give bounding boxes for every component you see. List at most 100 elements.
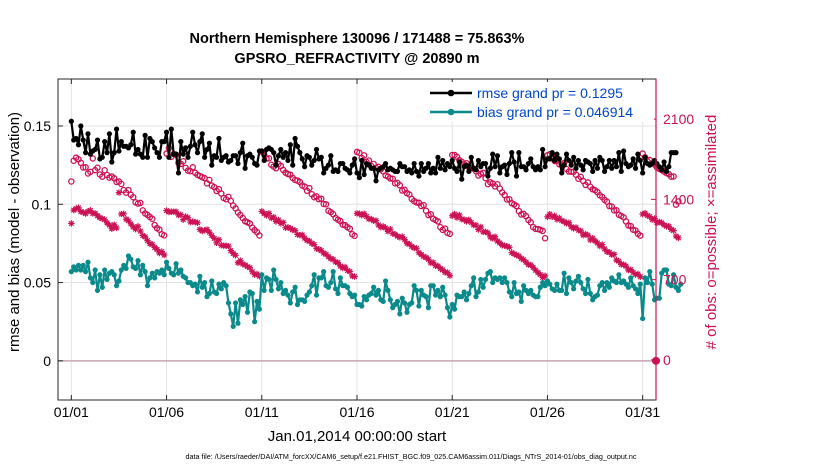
obs-assimilated-point	[239, 260, 246, 268]
obs-possible-point	[315, 195, 323, 203]
bias-point	[430, 283, 436, 289]
y-left-tick-label: 0	[43, 353, 51, 369]
obs-assimilated-point	[356, 210, 363, 217]
rmse-point	[197, 139, 203, 145]
obs-assimilated-point	[446, 272, 454, 279]
bias-point	[559, 287, 565, 293]
bias-point	[87, 275, 93, 281]
bias-point	[668, 283, 674, 289]
rmse-point	[630, 156, 636, 162]
obs-assimilated-point	[429, 259, 437, 266]
rmse-point	[352, 156, 358, 162]
bias-point	[318, 275, 324, 281]
rmse-point	[394, 168, 401, 174]
bias-point	[309, 283, 315, 289]
bias-point	[642, 275, 648, 281]
rmse-point	[411, 160, 417, 167]
obs-assimilated-point	[72, 205, 80, 212]
bias-point	[147, 275, 153, 281]
obs-assimilated-point	[546, 210, 554, 218]
bias-point	[259, 272, 265, 278]
bias-point	[240, 301, 246, 308]
obs-assimilated-point	[606, 249, 613, 256]
obs-assimilated-point	[125, 217, 132, 224]
bias-point	[235, 320, 241, 326]
bias-point	[123, 265, 129, 272]
obs-assimilated-point	[203, 226, 211, 233]
rmse-point	[475, 157, 482, 164]
obs-assimilated-point	[556, 214, 563, 222]
rmse-point	[68, 118, 74, 124]
rmse-point	[666, 164, 672, 170]
rmse-point	[425, 160, 432, 167]
chart-title: Northern Hemisphere 130096 / 171488 = 75…	[190, 31, 525, 47]
obs-possible-point	[396, 182, 404, 189]
bias-point	[140, 262, 146, 268]
rmse-point	[104, 150, 110, 156]
rmse-point	[213, 154, 220, 160]
obs-assimilated-point	[629, 269, 637, 276]
obs-assimilated-point	[327, 255, 335, 262]
rmse-point	[642, 154, 648, 160]
obs-assimilated-point	[439, 266, 446, 274]
obs-possible-point	[94, 164, 101, 171]
rmse-point	[659, 167, 665, 173]
bias-point	[266, 276, 272, 283]
rmse-point	[278, 146, 284, 153]
obs-assimilated-point	[301, 234, 308, 242]
obs-possible-point	[360, 152, 368, 159]
rmse-point	[140, 154, 146, 160]
bias-point	[628, 275, 634, 281]
bias-point	[518, 298, 524, 304]
rmse-point	[223, 153, 229, 159]
bias-point	[118, 267, 124, 273]
obs-assimilated-point	[249, 268, 256, 275]
bias-point	[252, 319, 258, 325]
rmse-point	[432, 170, 439, 176]
rmse-point	[356, 175, 362, 181]
bias-point	[399, 295, 405, 301]
bias-point	[497, 275, 503, 281]
obs-assimilated-point	[451, 210, 458, 218]
obs-assimilated-point	[572, 224, 580, 231]
rmse-point	[456, 159, 462, 165]
rmse-point	[128, 142, 134, 148]
obs-assimilated-point	[584, 232, 592, 239]
rmse-point	[249, 154, 255, 160]
rmse-point	[178, 139, 184, 145]
obs-assimilated-point	[596, 242, 604, 250]
bias-point	[290, 289, 296, 295]
obs-possible-point	[160, 232, 168, 239]
rmse-point	[306, 154, 312, 160]
bias-point	[244, 309, 251, 315]
rmse-point	[663, 168, 670, 174]
bias-point	[632, 286, 639, 292]
rmse-point	[561, 162, 567, 168]
bias-point	[199, 284, 205, 290]
obs-assimilated-point	[434, 262, 442, 270]
bias-point	[294, 301, 301, 308]
bias-point	[292, 284, 298, 290]
rmse-point	[611, 157, 617, 164]
obs-assimilated-point	[160, 251, 168, 259]
bias-point	[487, 269, 493, 275]
rmse-point	[259, 148, 265, 154]
obs-assimilated-point	[139, 232, 146, 239]
rmse-point	[361, 171, 367, 178]
rmse-point	[228, 157, 234, 164]
obs-possible-point	[89, 155, 97, 162]
bias-point	[613, 279, 620, 286]
bias-point	[506, 289, 512, 295]
obs-assimilated-point	[137, 227, 144, 235]
obs-assimilated-point	[387, 225, 394, 233]
bias-point	[213, 290, 220, 297]
y-right-tick-label: 0	[663, 352, 671, 368]
rmse-point	[99, 154, 105, 160]
rmse-point	[587, 160, 593, 167]
obs-assimilated-point	[575, 227, 582, 234]
obs-assimilated-point	[227, 247, 235, 254]
rmse-point	[328, 153, 334, 159]
bias-point	[413, 287, 420, 293]
bias-point	[409, 300, 415, 306]
legend-rmse-label: rmse grand pr = 0.1295	[477, 85, 623, 101]
